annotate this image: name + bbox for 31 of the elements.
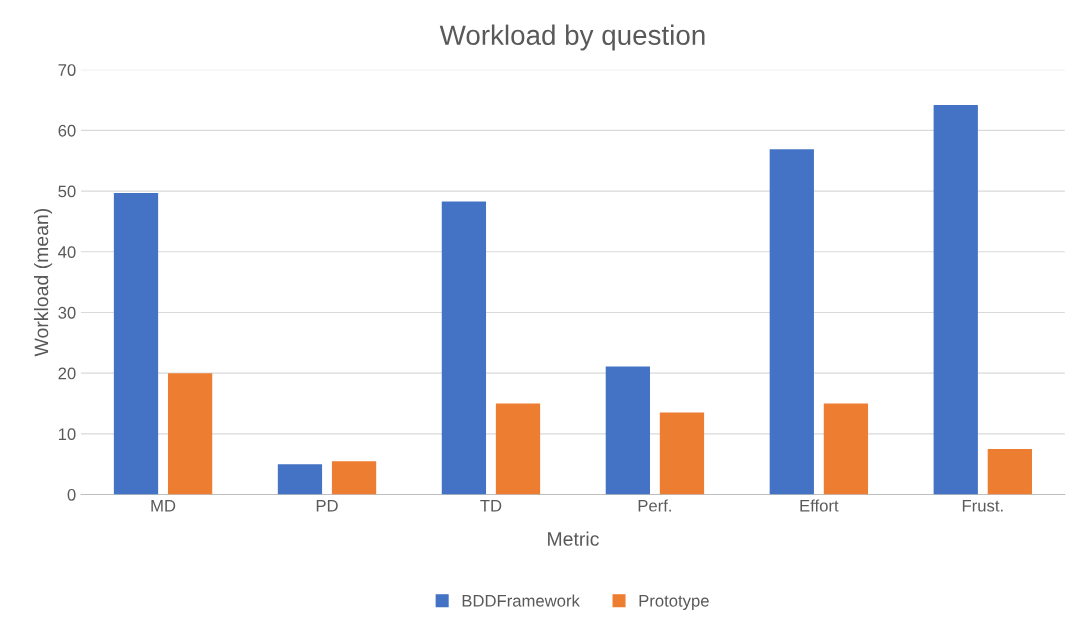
bar <box>495 403 541 495</box>
legend-label: Prototype <box>639 595 709 611</box>
bar <box>823 403 869 495</box>
x-tick-label: Perf. <box>638 499 671 512</box>
bar <box>277 464 323 495</box>
bar <box>441 201 487 495</box>
bar <box>331 461 377 495</box>
y-tick-label: 60 <box>58 124 76 137</box>
y-axis-title: Workload (mean) <box>34 208 53 357</box>
x-tick-label: Frust. <box>962 499 1003 512</box>
x-tick-label: MD <box>151 499 176 512</box>
x-tick-label: TD <box>480 499 502 512</box>
y-tick-label: 30 <box>58 306 76 319</box>
x-axis-title: Metric <box>548 531 599 546</box>
x-tick-label: Effort <box>800 499 839 512</box>
y-tick-label: 0 <box>67 488 76 501</box>
bar <box>769 149 814 495</box>
legend-label: BDDFramework <box>462 594 580 607</box>
y-tick-label: 50 <box>58 185 76 198</box>
y-tick-label: 70 <box>58 64 76 76</box>
bar <box>605 366 650 495</box>
y-tick-label: 20 <box>58 367 76 380</box>
y-tick-label: 10 <box>58 428 76 441</box>
x-tick-label: PD <box>316 499 338 512</box>
bar <box>659 412 705 495</box>
bar <box>113 192 159 495</box>
y-tick-label: 40 <box>58 246 76 258</box>
chart-title: Workload by question <box>439 24 705 51</box>
bar <box>167 373 213 495</box>
bar <box>933 104 978 495</box>
bar <box>987 449 1032 495</box>
